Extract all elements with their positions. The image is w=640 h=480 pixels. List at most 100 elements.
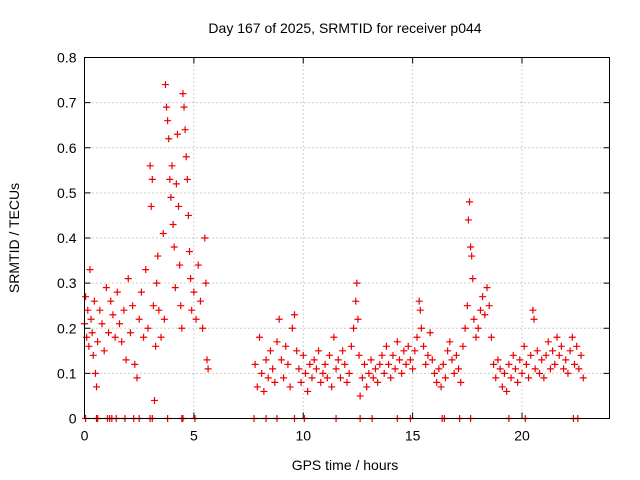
data-point xyxy=(284,360,292,368)
data-point xyxy=(450,369,458,377)
data-point xyxy=(154,252,162,260)
data-point xyxy=(334,356,342,364)
x-axis-label: GPS time / hours xyxy=(292,457,399,473)
data-point xyxy=(431,369,438,377)
data-point xyxy=(467,243,475,251)
data-point xyxy=(505,360,513,368)
data-point xyxy=(269,365,277,373)
data-point xyxy=(520,342,528,350)
y-axis-label: SRMTID / TECUs xyxy=(6,183,22,293)
y-tick-label: 0.5 xyxy=(57,185,77,201)
data-point xyxy=(91,369,99,377)
data-point xyxy=(476,306,484,314)
data-point xyxy=(435,365,443,373)
data-point xyxy=(146,162,154,170)
x-tick-label: 10 xyxy=(295,428,311,444)
data-point xyxy=(361,360,368,368)
data-point xyxy=(579,374,587,382)
data-point xyxy=(286,383,294,391)
data-point xyxy=(159,229,167,237)
data-point xyxy=(277,356,285,364)
data-point xyxy=(568,333,576,341)
y-tick-label: 0.2 xyxy=(57,320,77,336)
plot-frame xyxy=(84,57,610,419)
data-point xyxy=(416,306,424,314)
data-point xyxy=(396,356,403,364)
data-point xyxy=(315,347,323,355)
data-point xyxy=(530,315,538,323)
data-point xyxy=(490,360,498,368)
data-point xyxy=(168,162,176,170)
y-tick-label: 0.3 xyxy=(57,275,77,291)
data-point xyxy=(164,117,172,125)
data-point xyxy=(288,324,296,332)
data-point xyxy=(280,374,288,382)
data-point xyxy=(391,365,399,373)
data-point xyxy=(129,302,137,310)
data-point xyxy=(177,302,185,310)
data-point xyxy=(328,383,336,391)
data-point xyxy=(317,378,325,386)
data-point xyxy=(253,383,261,391)
data-point xyxy=(140,333,148,341)
data-point xyxy=(304,387,312,395)
data-point xyxy=(481,311,489,319)
data-point xyxy=(363,383,371,391)
data-point xyxy=(190,288,198,296)
axis-layer: 0 0.1 0.2 0.3 0.4 0.5 0.6 0.7 0.8 0 5 10 15 20 xyxy=(57,50,610,444)
data-point xyxy=(201,234,209,242)
data-point xyxy=(353,279,361,287)
data-point xyxy=(100,347,108,355)
data-point xyxy=(126,329,134,337)
data-point xyxy=(196,297,204,305)
data-point xyxy=(89,351,97,359)
data-point xyxy=(577,351,585,359)
data-point xyxy=(404,342,412,350)
data-point xyxy=(560,365,568,373)
data-point xyxy=(402,360,410,368)
data-point xyxy=(417,324,425,332)
data-point xyxy=(522,360,530,368)
data-point xyxy=(424,351,432,359)
data-point xyxy=(256,333,263,341)
data-point xyxy=(148,175,156,183)
data-point xyxy=(135,315,143,323)
data-point xyxy=(538,356,546,364)
data-point xyxy=(398,369,406,377)
data-point xyxy=(82,293,90,301)
data-point xyxy=(184,211,192,219)
data-point xyxy=(507,374,515,382)
data-point xyxy=(299,351,307,359)
data-point xyxy=(367,356,375,364)
data-point xyxy=(275,315,283,323)
data-point xyxy=(297,378,305,386)
data-point xyxy=(330,333,338,341)
data-point xyxy=(573,342,581,350)
data-point xyxy=(575,365,583,373)
data-point xyxy=(562,356,570,364)
data-point xyxy=(105,329,113,337)
data-point xyxy=(170,243,178,251)
data-point xyxy=(479,293,487,301)
data-point xyxy=(120,306,128,314)
data-point xyxy=(516,356,524,364)
data-point xyxy=(262,356,270,364)
data-point xyxy=(411,347,419,355)
data-point xyxy=(187,275,195,283)
data-point xyxy=(199,324,207,332)
data-point xyxy=(529,306,537,314)
data-point xyxy=(468,252,476,260)
data-point xyxy=(180,103,188,111)
data-point xyxy=(380,369,388,377)
data-point xyxy=(514,378,522,386)
data-point xyxy=(192,315,200,323)
data-point xyxy=(310,356,318,364)
y-tick-label: 0.8 xyxy=(57,50,77,66)
x-tick-label: 15 xyxy=(405,428,421,444)
data-point xyxy=(319,369,327,377)
data-point xyxy=(293,347,301,355)
data-point xyxy=(509,351,517,359)
y-tick-label: 0.4 xyxy=(57,230,77,246)
data-point xyxy=(176,261,184,269)
